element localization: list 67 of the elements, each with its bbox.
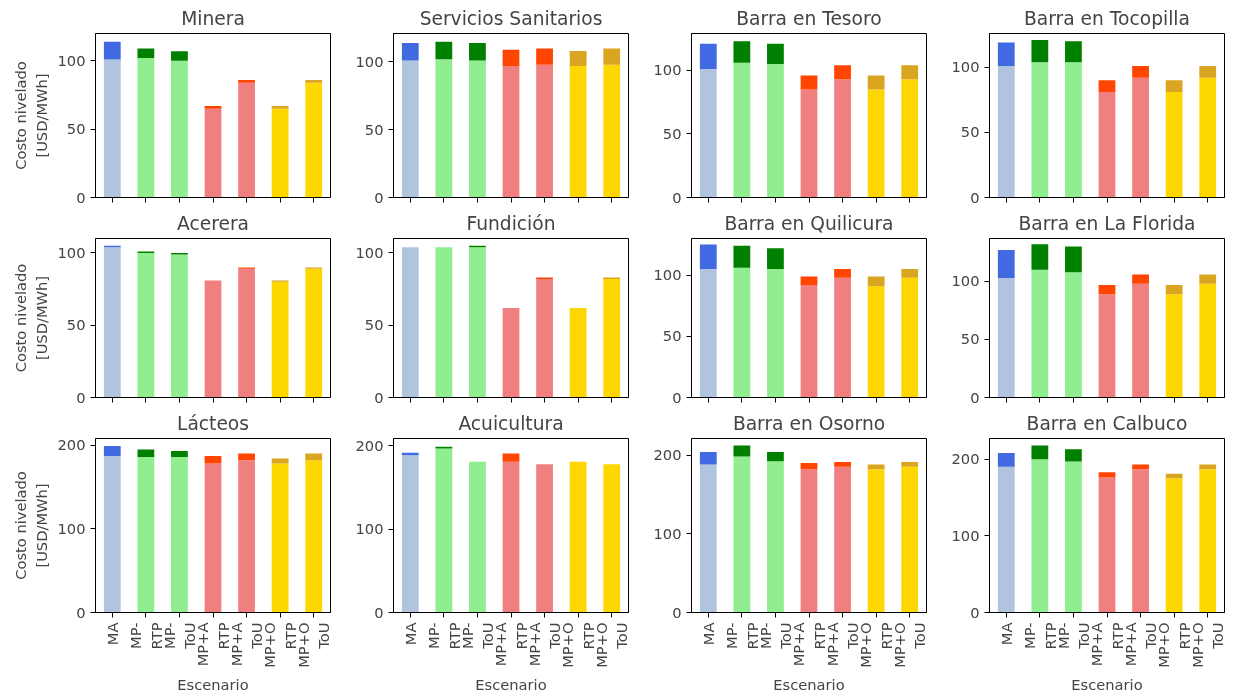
x-axis-title: Escenario [177,675,249,693]
x-tick-label: MP+A RTP [790,622,828,667]
x-axis-title: Escenario [475,675,547,693]
y-tick-label: 0 [374,603,384,621]
chart-title: Barra en Tocopilla [1024,7,1190,29]
y-tick-label: 0 [970,388,980,406]
y-tick-label: 100 [57,51,86,69]
x-tick-label: MA [699,622,717,646]
y-tick-label: 0 [76,188,86,206]
y-tick-label: 100 [355,243,384,261]
y-tick-label: 50 [66,120,86,138]
y-tick-label: 100 [355,52,384,70]
y-tick-label: 0 [76,388,86,406]
chart-title: Barra en Osorno [732,412,886,434]
y-tick-label: 0 [374,388,384,406]
chart-title: Barra en La Florida [1018,212,1196,234]
chart-title: Acuicultura [458,412,564,434]
y-tick-label: 100 [57,519,86,537]
y-axis-title: Costo nivelado [USD/MWh] [12,61,50,170]
y-axis-title: Costo nivelado [USD/MWh] [12,471,50,580]
y-tick-label: 0 [970,188,980,206]
x-tick-label: MA [401,622,419,646]
x-tick-label: MA [997,622,1015,646]
y-tick-label: 200 [355,436,384,454]
chart-title: Fundición [466,212,556,234]
chart-title: Minera [181,7,245,29]
x-axis-title: Escenario [773,675,845,693]
y-tick-label: 0 [672,388,682,406]
y-tick-label: 200 [653,446,682,464]
y-axis-title: Costo nivelado [USD/MWh] [12,263,50,373]
y-tick-label: 50 [960,330,980,348]
chart-title: Barra en Calbuco [1026,412,1188,434]
y-tick-label: 100 [951,272,980,290]
chart-title: Servicios Sanitarios [419,7,603,29]
y-tick-label: 100 [653,61,682,79]
y-tick-label: 50 [66,316,86,334]
x-tick-label: MP-RTP [425,622,463,650]
chart-title: Lácteos [176,412,250,434]
x-tick-label: MP-RTP [1021,622,1059,650]
y-tick-label: 200 [951,450,980,468]
y-tick-label: 50 [662,327,682,345]
y-tick-label: 200 [57,436,86,454]
chart-title: Barra en Tesoro [736,7,882,29]
y-tick-label: 100 [951,526,980,544]
y-tick-label: 50 [960,123,980,141]
x-axis-title: Escenario [1071,675,1143,693]
y-tick-label: 100 [355,520,384,538]
y-tick-label: 0 [374,188,384,206]
x-tick-label: MP-RTP [723,622,761,650]
x-tick-label: MA [103,622,121,646]
y-tick-label: 100 [951,58,980,76]
y-tick-label: 0 [672,188,682,206]
y-tick-label: 0 [672,603,682,621]
chart-title: Acerera [176,212,250,234]
y-tick-label: 0 [970,603,980,621]
x-tick-label: MP-RTP [127,622,165,650]
y-tick-label: 50 [364,316,384,334]
chart-title: Barra en Quilicura [724,212,894,234]
y-tick-label: 100 [653,524,682,542]
y-tick-label: 100 [653,266,682,284]
x-tick-label: MP+A RTP [492,622,530,667]
y-tick-label: 0 [76,603,86,621]
y-tick-label: 50 [662,124,682,142]
x-tick-label: MP+A RTP [194,622,232,667]
y-tick-label: 100 [57,243,86,261]
x-tick-label: MP+A RTP [1088,622,1126,667]
y-tick-label: 50 [364,120,384,138]
